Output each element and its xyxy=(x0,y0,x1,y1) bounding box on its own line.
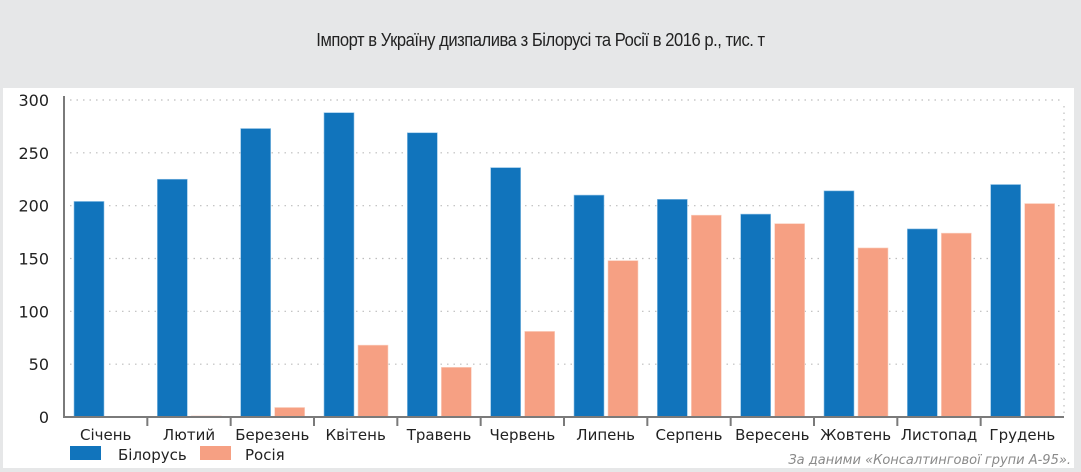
bar-russia xyxy=(857,247,889,418)
x-tick-label: Травень xyxy=(406,426,472,444)
chart-header: Імпорт в Україну дизпалива з Білорусі та… xyxy=(0,0,1081,88)
bar-belarus xyxy=(323,112,355,418)
bar-belarus xyxy=(73,201,105,418)
x-tick-label: Грудень xyxy=(989,426,1055,444)
chart-panel: 0 50 100 150 200 250 300 Січень Лютий Березень Кв… xyxy=(3,88,1074,468)
x-tick-label: Жовтень xyxy=(820,426,891,444)
bar-chart: 0 50 100 150 200 250 300 Січень Лютий Березень Кв… xyxy=(18,91,1071,468)
x-tick-label: Липень xyxy=(576,426,635,444)
bar-russia xyxy=(357,344,389,418)
bar-russia xyxy=(774,223,805,418)
x-axis-tick-labels: Січень Лютий Березень Квітень Травень Червень… xyxy=(80,426,1055,444)
bar-belarus xyxy=(990,184,1021,418)
axes xyxy=(63,96,1064,426)
bar-belarus xyxy=(573,194,605,418)
bar-russia xyxy=(941,232,972,418)
bar-belarus xyxy=(907,228,938,418)
x-tick-label: Вересень xyxy=(735,426,809,444)
legend-label: Росія xyxy=(245,446,285,464)
x-tick-label: Січень xyxy=(80,426,131,444)
bars xyxy=(73,112,1055,418)
y-tick-label: 250 xyxy=(18,144,49,163)
bar-belarus xyxy=(157,178,188,418)
legend: Білорусь Росія xyxy=(70,446,285,464)
bar-belarus xyxy=(823,190,855,418)
bar-russia xyxy=(607,260,639,418)
x-tick-label: Червень xyxy=(489,426,555,444)
x-tick-label: Листопад xyxy=(901,426,978,444)
bar-russia xyxy=(691,214,722,418)
bar-russia xyxy=(524,331,555,418)
x-tick-label: Серпень xyxy=(656,426,723,444)
y-tick-label: 300 xyxy=(18,91,49,110)
legend-swatch-russia xyxy=(200,446,231,460)
y-tick-label: 50 xyxy=(29,355,49,374)
y-axis-tick-labels: 0 50 100 150 200 250 300 xyxy=(18,91,49,427)
x-tick-label: Березень xyxy=(235,426,309,444)
chart-title: Імпорт в Україну дизпалива з Білорусі та… xyxy=(316,30,765,50)
bar-belarus xyxy=(407,132,438,418)
x-tick-label: Лютий xyxy=(163,426,215,444)
y-tick-label: 150 xyxy=(18,250,49,269)
legend-swatch-belarus xyxy=(70,446,101,460)
y-tick-label: 0 xyxy=(39,408,49,427)
legend-label: Білорусь xyxy=(118,446,187,464)
y-tick-label: 200 xyxy=(18,197,49,216)
bar-russia xyxy=(441,367,472,418)
bar-belarus xyxy=(240,128,271,418)
x-tick-label: Квітень xyxy=(326,426,386,444)
bar-russia xyxy=(1024,203,1055,418)
bar-belarus xyxy=(490,167,521,418)
bar-russia xyxy=(274,407,305,418)
bar-belarus xyxy=(657,199,688,418)
bar-belarus xyxy=(740,213,771,418)
y-tick-label: 100 xyxy=(18,302,49,321)
source-note: За даними «Консалтингової групи А-95». xyxy=(788,453,1071,468)
